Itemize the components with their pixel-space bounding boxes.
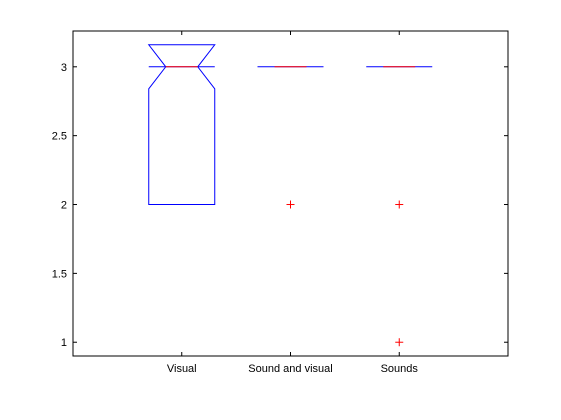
y-tick-label: 3	[61, 62, 67, 74]
axes-frame	[72, 30, 509, 357]
y-tick-label: 1	[61, 337, 67, 349]
box-sounds	[366, 66, 433, 347]
outlier-point	[286, 200, 295, 209]
x-tick-label: Visual	[167, 363, 197, 375]
y-tick-label: 1.5	[52, 268, 67, 280]
box-sound-and-visual	[257, 66, 324, 209]
x-tick-label: Sounds	[381, 363, 419, 375]
plot-area	[147, 44, 433, 347]
axes: 1 1.5 2 2.5 3 Visual Sound and visual Sounds	[52, 31, 508, 375]
y-tick-label: 2	[61, 200, 67, 212]
outlier-point	[395, 338, 404, 347]
y-tick-label: 2.5	[52, 131, 67, 143]
box-visual	[147, 44, 216, 206]
box-outline	[147, 44, 216, 206]
outlier-point	[395, 200, 404, 209]
x-tick-label: Sound and visual	[248, 363, 332, 375]
